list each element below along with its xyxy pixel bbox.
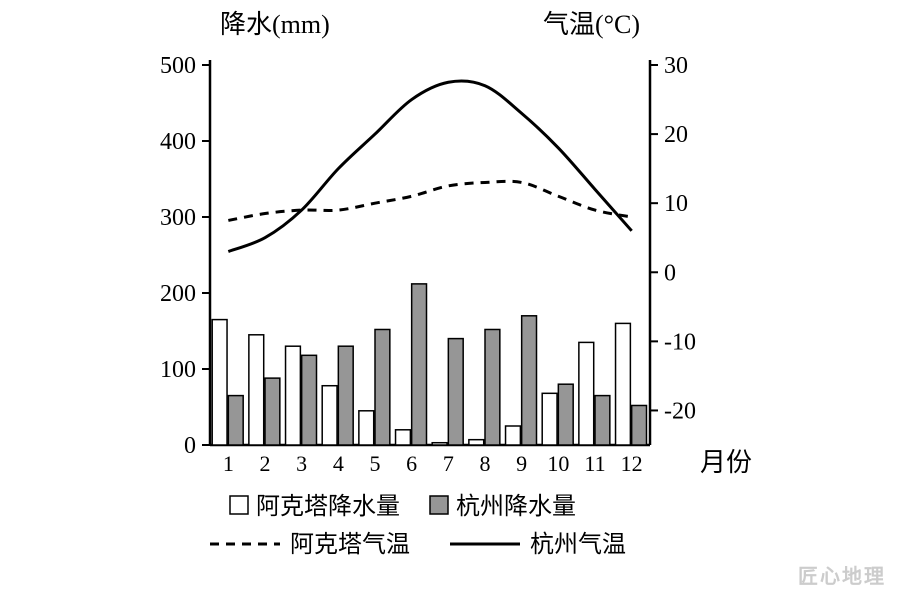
bar-precip_aketa	[249, 335, 264, 445]
bar-precip_hangzhou	[375, 329, 390, 445]
y-left-title: 降水(mm)	[220, 10, 330, 39]
bar-precip_hangzhou	[522, 316, 537, 445]
bar-precip_aketa	[469, 440, 484, 445]
x-tick: 3	[296, 451, 307, 476]
bar-precip_aketa	[579, 342, 594, 445]
x-tick: 12	[621, 451, 643, 476]
bar-precip_hangzhou	[412, 284, 427, 445]
bar-precip_hangzhou	[632, 405, 647, 445]
y-right-tick: 30	[664, 53, 688, 79]
bar-precip_aketa	[396, 430, 411, 445]
bar-precip_hangzhou	[595, 396, 610, 445]
bar-precip_aketa	[506, 426, 521, 445]
x-title: 月份	[700, 448, 752, 477]
x-tick: 5	[370, 451, 381, 476]
legend-swatch	[430, 496, 448, 514]
y-right-tick: -10	[664, 329, 696, 355]
legend-label: 阿克塔降水量	[256, 493, 400, 520]
bar-precip_aketa	[286, 346, 301, 445]
bar-precip_hangzhou	[448, 339, 463, 445]
climate-chart: 降水(mm) 气温(°C) 0 100 200 300 400 500 -20 -10 0 10 20 3…	[0, 0, 906, 604]
bar-precip_aketa	[359, 411, 374, 445]
y-right-tick: 10	[664, 191, 688, 217]
line-temp_hangzhou	[228, 81, 631, 252]
y-left-tick: 300	[160, 205, 196, 231]
y-left-tick: 400	[160, 129, 196, 155]
line-temp_aketa	[228, 181, 631, 220]
bar-precip_hangzhou	[338, 346, 353, 445]
y-left-tick: 100	[160, 357, 196, 383]
legend-label: 杭州气温	[530, 531, 626, 558]
y-right-tick: 20	[664, 122, 688, 148]
bar-precip_aketa	[542, 393, 557, 445]
x-tick: 6	[406, 451, 417, 476]
legend-label: 杭州降水量	[456, 493, 576, 520]
bar-precip_hangzhou	[558, 384, 573, 445]
bar-precip_hangzhou	[485, 329, 500, 445]
bar-precip_hangzhou	[302, 355, 317, 445]
y-right-tick: 0	[664, 260, 676, 286]
watermark: 匠心地理	[798, 560, 886, 589]
x-tick: 8	[480, 451, 491, 476]
y-right-title: 气温(°C)	[543, 10, 640, 39]
chart-svg: 降水(mm) 气温(°C) 0 100 200 300 400 500 -20 -10 0 10 20 3…	[0, 0, 906, 604]
bar-precip_hangzhou	[265, 378, 280, 445]
bar-precip_aketa	[322, 386, 337, 445]
x-tick: 2	[260, 451, 271, 476]
y-right-tick: -20	[664, 398, 696, 424]
x-tick: 10	[547, 451, 569, 476]
bar-precip_aketa	[212, 320, 227, 445]
x-tick: 11	[584, 451, 605, 476]
x-tick: 7	[443, 451, 454, 476]
bar-precip_aketa	[616, 323, 631, 445]
bar-precip_aketa	[432, 443, 447, 445]
x-tick: 4	[333, 451, 344, 476]
bar-precip_hangzhou	[228, 396, 243, 445]
legend-swatch	[230, 496, 248, 514]
y-left-tick: 500	[160, 53, 196, 79]
y-left-tick: 200	[160, 281, 196, 307]
legend-label: 阿克塔气温	[290, 531, 410, 558]
y-left-tick: 0	[184, 433, 196, 459]
x-tick: 1	[223, 451, 234, 476]
x-tick: 9	[516, 451, 527, 476]
